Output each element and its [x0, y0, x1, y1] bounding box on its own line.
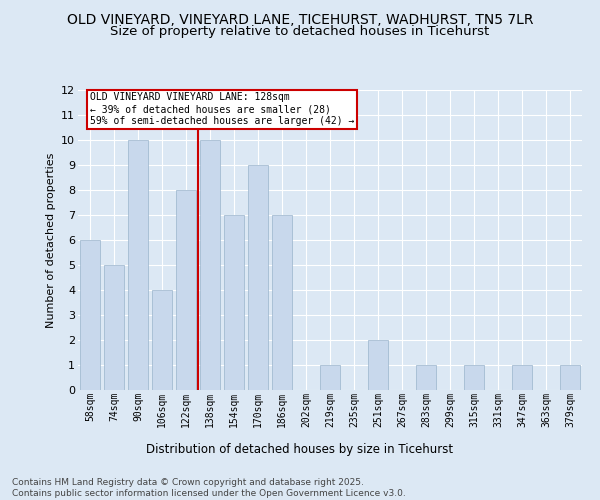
Bar [104, 265, 124, 390]
Bar [176, 190, 196, 390]
Text: OLD VINEYARD, VINEYARD LANE, TICEHURST, WADHURST, TN5 7LR: OLD VINEYARD, VINEYARD LANE, TICEHURST, … [67, 12, 533, 26]
Bar [248, 165, 268, 390]
Bar [512, 365, 532, 390]
Bar [272, 215, 292, 390]
Bar [464, 365, 484, 390]
Bar [560, 365, 580, 390]
Bar [320, 365, 340, 390]
Bar [128, 140, 148, 390]
Text: Contains HM Land Registry data © Crown copyright and database right 2025.
Contai: Contains HM Land Registry data © Crown c… [12, 478, 406, 498]
Bar [80, 240, 100, 390]
Text: Distribution of detached houses by size in Ticehurst: Distribution of detached houses by size … [146, 442, 454, 456]
Y-axis label: Number of detached properties: Number of detached properties [46, 152, 56, 328]
Bar [368, 340, 388, 390]
Text: OLD VINEYARD VINEYARD LANE: 128sqm
← 39% of detached houses are smaller (28)
59%: OLD VINEYARD VINEYARD LANE: 128sqm ← 39%… [90, 92, 355, 126]
Bar [416, 365, 436, 390]
Bar [200, 140, 220, 390]
Bar [152, 290, 172, 390]
Text: Size of property relative to detached houses in Ticehurst: Size of property relative to detached ho… [110, 25, 490, 38]
Bar [224, 215, 244, 390]
